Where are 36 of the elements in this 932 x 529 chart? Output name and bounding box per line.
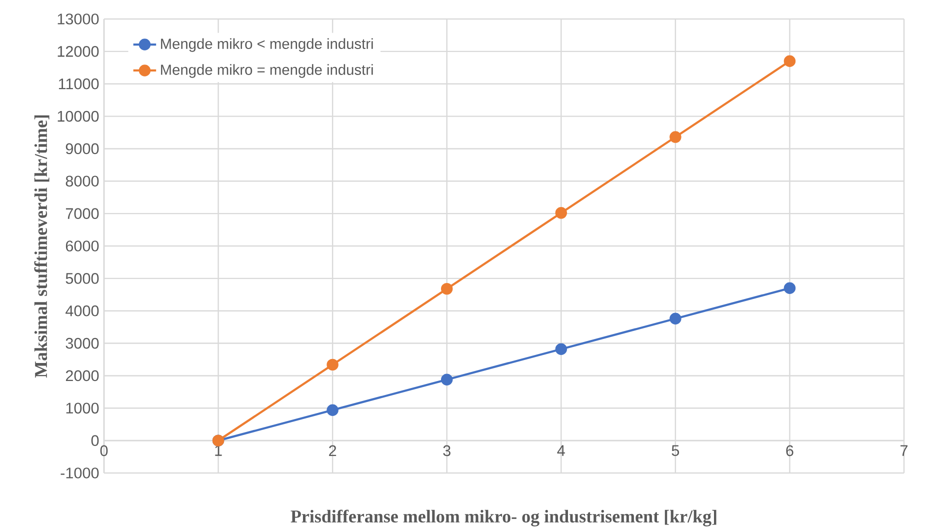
x-tick-label: 0 [100,445,108,456]
point [326,358,338,371]
x-tick-label: 7 [900,445,908,456]
point [326,404,338,416]
x-tick-label: 6 [786,445,794,456]
y-tick-label: 10000 [58,110,99,122]
legend-label: Mengde mikro < mengde industri [161,38,373,52]
y-tick-label: 11000 [58,78,99,90]
y-tick-label: 3000 [66,338,99,349]
y-axis-title: Maksimal stufftimeverdi [kr/time] [34,115,50,378]
y-tick-label: 12000 [58,46,99,57]
x-axis-title: Prisdifferanse mellom mikro- og industrisement [kr/kg] [290,510,716,526]
x-tick-label: 4 [557,445,565,456]
point [784,282,796,294]
point [555,207,568,219]
y-tick-label: 4000 [66,305,99,316]
y-tick-label: -1000 [60,468,99,478]
point [440,374,453,386]
point [555,343,568,355]
y-tick-label: 8000 [66,176,99,187]
y-tick-label: 2000 [66,370,99,382]
y-tick-label: 7000 [66,208,99,219]
y-tick-label: 6000 [66,240,99,252]
point [670,312,682,325]
x-tick-label: 2 [329,445,336,456]
y-tick-label: 9000 [66,143,99,154]
point [670,131,682,143]
x-tick-label: 3 [443,445,450,456]
y-tick-label: 0 [91,435,99,446]
point [784,55,796,68]
y-tick-label: 1000 [66,402,99,414]
x-tick-label: 5 [672,445,680,456]
y-tick-label: 5000 [66,273,99,284]
point [440,282,453,295]
y-tick-label: 13000 [58,14,99,24]
legend-label: Mengde mikro = mengde industri [161,64,373,78]
